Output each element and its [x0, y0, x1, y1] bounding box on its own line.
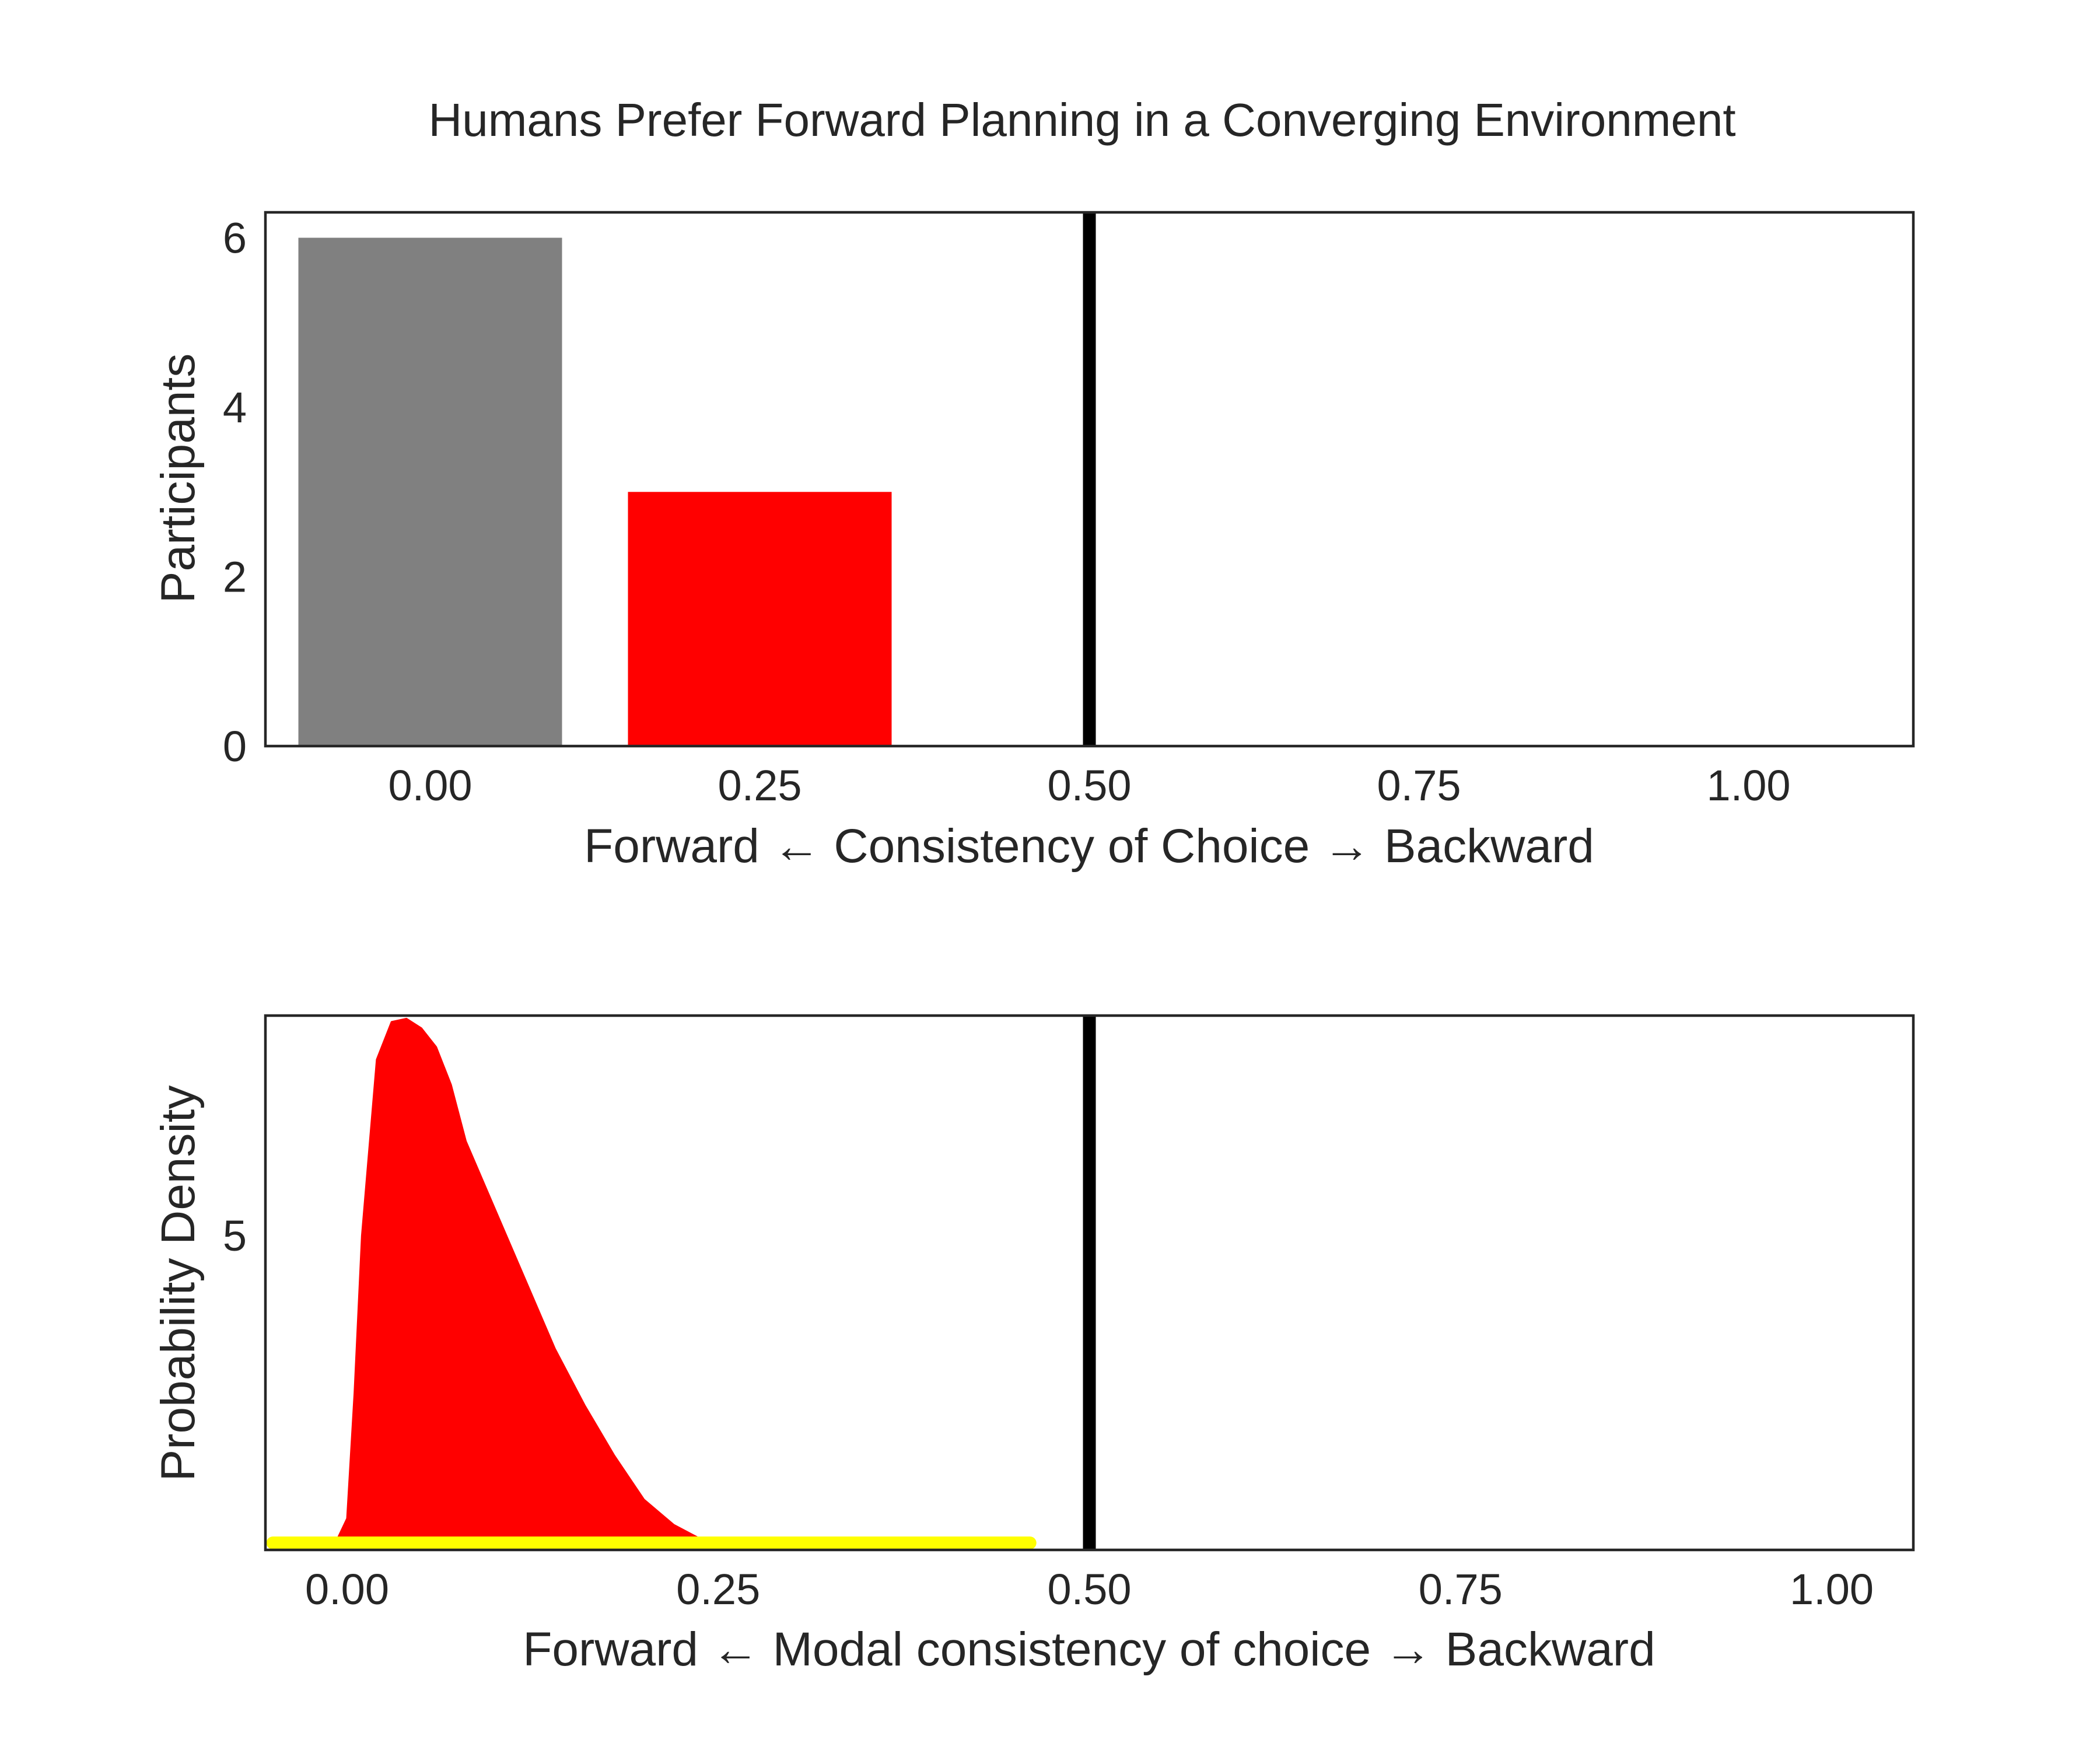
density-x-axis-label: Forward ← Modal consistency of choice → … — [523, 1623, 1655, 1676]
figure-title: Humans Prefer Forward Planning in a Conv… — [428, 94, 1735, 146]
histogram-y-tick-label: 2 — [223, 553, 247, 601]
density-x-tick-label: 0.50 — [1047, 1565, 1131, 1614]
histogram-x-tick-label: 0.00 — [388, 761, 472, 810]
density-y-tick-label: 5 — [223, 1212, 247, 1260]
histogram-y-tick-label: 4 — [223, 383, 247, 432]
histogram-chart: 0 2 4 6 0.00 0.25 0.50 0.75 1.00 Forward ← Cons… — [152, 211, 1915, 873]
density-marks — [266, 1016, 1096, 1551]
histogram-y-tick-label: 6 — [223, 214, 247, 262]
density-x-tick-label: 0.75 — [1419, 1565, 1503, 1614]
density-chart: 5 0.00 0.25 0.50 0.75 1.00 Forward ← Modal c… — [152, 1014, 1915, 1676]
density-x-ticks: 0.00 0.25 0.50 0.75 1.00 — [305, 1565, 1874, 1614]
histogram-x-tick-label: 1.00 — [1706, 761, 1790, 810]
histogram-x-tick-label: 0.25 — [718, 761, 802, 810]
histogram-x-tick-label: 0.75 — [1377, 761, 1461, 810]
density-x-tick-label: 0.00 — [305, 1565, 389, 1614]
histogram-marks — [298, 212, 1096, 747]
density-y-ticks: 5 — [223, 1212, 247, 1260]
histogram-x-tick-label: 0.50 — [1047, 761, 1131, 810]
histogram-y-tick-label: 0 — [223, 722, 247, 771]
histogram-x-ticks: 0.00 0.25 0.50 0.75 1.00 — [388, 761, 1790, 810]
histogram-y-ticks: 0 2 4 6 — [223, 214, 247, 771]
histogram-bar — [298, 237, 562, 747]
histogram-x-axis-label: Forward ← Consistency of Choice → Backwa… — [584, 820, 1594, 873]
density-frame — [264, 1014, 1915, 1552]
density-y-axis-label: Probability Density — [152, 1085, 205, 1481]
histogram-frame — [264, 211, 1915, 748]
histogram-y-axis-label: Participants — [152, 354, 205, 603]
density-x-tick-label: 0.25 — [676, 1565, 760, 1614]
density-x-tick-label: 1.00 — [1790, 1565, 1874, 1614]
histogram-bar — [628, 492, 892, 746]
